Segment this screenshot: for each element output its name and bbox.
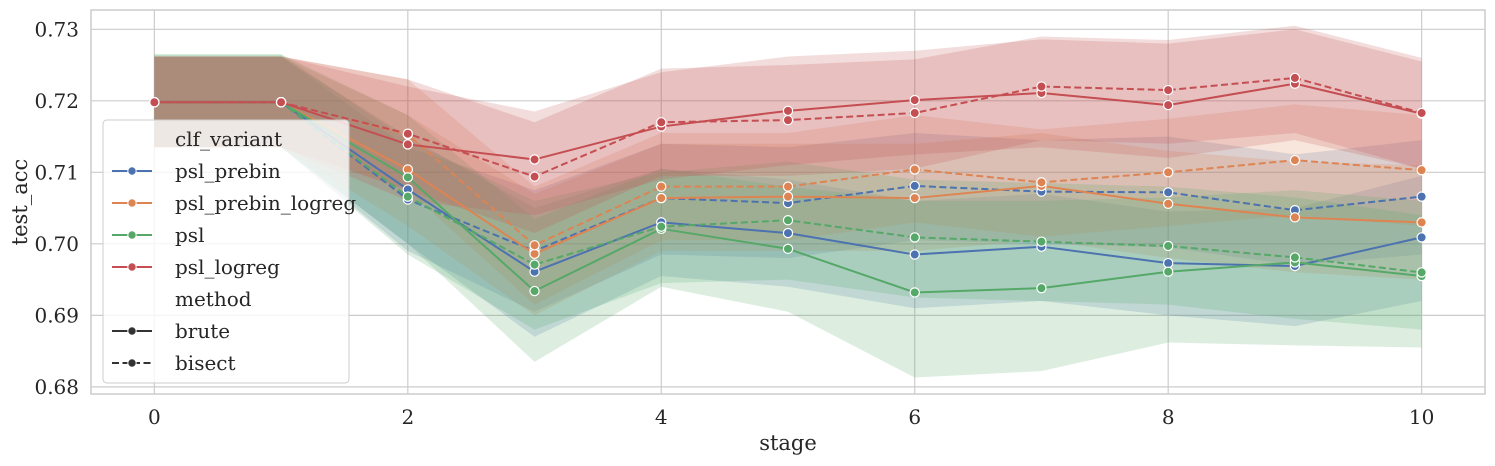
data-point [909, 94, 920, 106]
confidence-band [154, 56, 1422, 305]
data-point [782, 227, 794, 239]
svg-text:psl_logreg: psl_logreg [175, 255, 280, 279]
data-point [656, 192, 667, 204]
data-point [909, 287, 920, 298]
data-point [529, 240, 540, 251]
x-axis-label: stage [759, 431, 817, 455]
x-tick-label: 10 [1409, 405, 1434, 429]
data-point [1289, 72, 1301, 84]
plot-frame [90, 9, 1486, 395]
svg-text:psl_prebin_logreg: psl_prebin_logreg [175, 191, 356, 215]
data-point [909, 107, 920, 119]
data-point [1036, 177, 1047, 188]
data-point [656, 221, 667, 232]
data-point [402, 128, 414, 139]
data-point [1036, 236, 1047, 247]
x-tick-label: 2 [401, 405, 414, 429]
data-point [529, 259, 540, 270]
y-tick-label: 0.73 [34, 17, 79, 41]
data-point [656, 117, 667, 128]
data-point [402, 172, 414, 183]
y-tick-label: 0.71 [34, 160, 79, 184]
data-point [1036, 81, 1047, 92]
data-point [909, 249, 920, 260]
data-point [275, 97, 287, 108]
svg-text:brute: brute [175, 319, 230, 343]
data-point [402, 191, 414, 202]
data-point [1162, 99, 1174, 111]
data-point [656, 181, 667, 192]
y-tick-label: 0.68 [34, 375, 79, 399]
data-point [782, 181, 794, 192]
data-point [1416, 217, 1427, 228]
data-point [1289, 252, 1301, 263]
data-point [1162, 266, 1174, 277]
confidence-band [154, 25, 1422, 234]
data-point [402, 139, 414, 150]
data-point [782, 215, 794, 226]
series-markers [149, 72, 1427, 298]
svg-text:bisect: bisect [175, 351, 236, 375]
data-point [1416, 191, 1427, 202]
data-point [1416, 164, 1427, 176]
data-point [909, 192, 920, 204]
data-point [1162, 84, 1174, 96]
legend-box [102, 119, 350, 384]
legend-entry-psl: psl [112, 223, 204, 247]
data-point [529, 248, 540, 260]
legend-style-title: method [175, 287, 252, 311]
data-point [529, 285, 540, 297]
svg-text:psl_prebin: psl_prebin [175, 159, 281, 183]
legend-entry-brute: brute [112, 319, 230, 343]
legend-entry-psl-prebin-logreg: psl_prebin_logreg [112, 191, 356, 215]
data-point [1416, 232, 1427, 243]
data-point [909, 180, 920, 192]
data-point [1416, 107, 1427, 119]
data-point [1036, 282, 1047, 294]
data-point [782, 114, 794, 126]
data-point [1289, 154, 1301, 166]
svg-text:psl: psl [175, 223, 204, 247]
y-tick-label: 0.69 [34, 303, 79, 327]
y-axis-label: test_acc [8, 159, 32, 246]
y-tick-label: 0.72 [34, 89, 79, 113]
data-point [1162, 198, 1174, 209]
legend-entry-psl-prebin: psl_prebin [112, 159, 281, 183]
data-point [909, 164, 920, 175]
legend: clf_variant psl_prebin psl_prebin_logreg… [102, 119, 356, 384]
data-point [529, 154, 540, 165]
data-point [1162, 257, 1174, 269]
y-tick-label: 0.70 [34, 232, 79, 256]
data-point [909, 232, 920, 243]
data-point [529, 171, 540, 182]
data-point [782, 191, 794, 202]
x-tick-label: 0 [148, 405, 161, 429]
data-point [1416, 267, 1427, 278]
data-point [782, 243, 794, 255]
legend-entry-bisect: bisect [112, 351, 236, 375]
legend-entry-psl-logreg: psl_logreg [112, 255, 280, 279]
data-point [1162, 240, 1174, 252]
data-point [1162, 167, 1174, 178]
data-point [1162, 187, 1174, 198]
x-tick-label: 8 [1162, 405, 1175, 429]
x-tick-label: 6 [908, 405, 921, 429]
data-point [782, 105, 794, 117]
data-point [149, 97, 160, 108]
legend-hue-title: clf_variant [175, 127, 282, 151]
x-tick-label: 4 [655, 405, 668, 429]
data-point [1289, 212, 1301, 223]
tick-labels: 0.68 0.69 0.70 0.71 0.72 0.73 0 2 4 6 8 10 [34, 17, 1434, 429]
